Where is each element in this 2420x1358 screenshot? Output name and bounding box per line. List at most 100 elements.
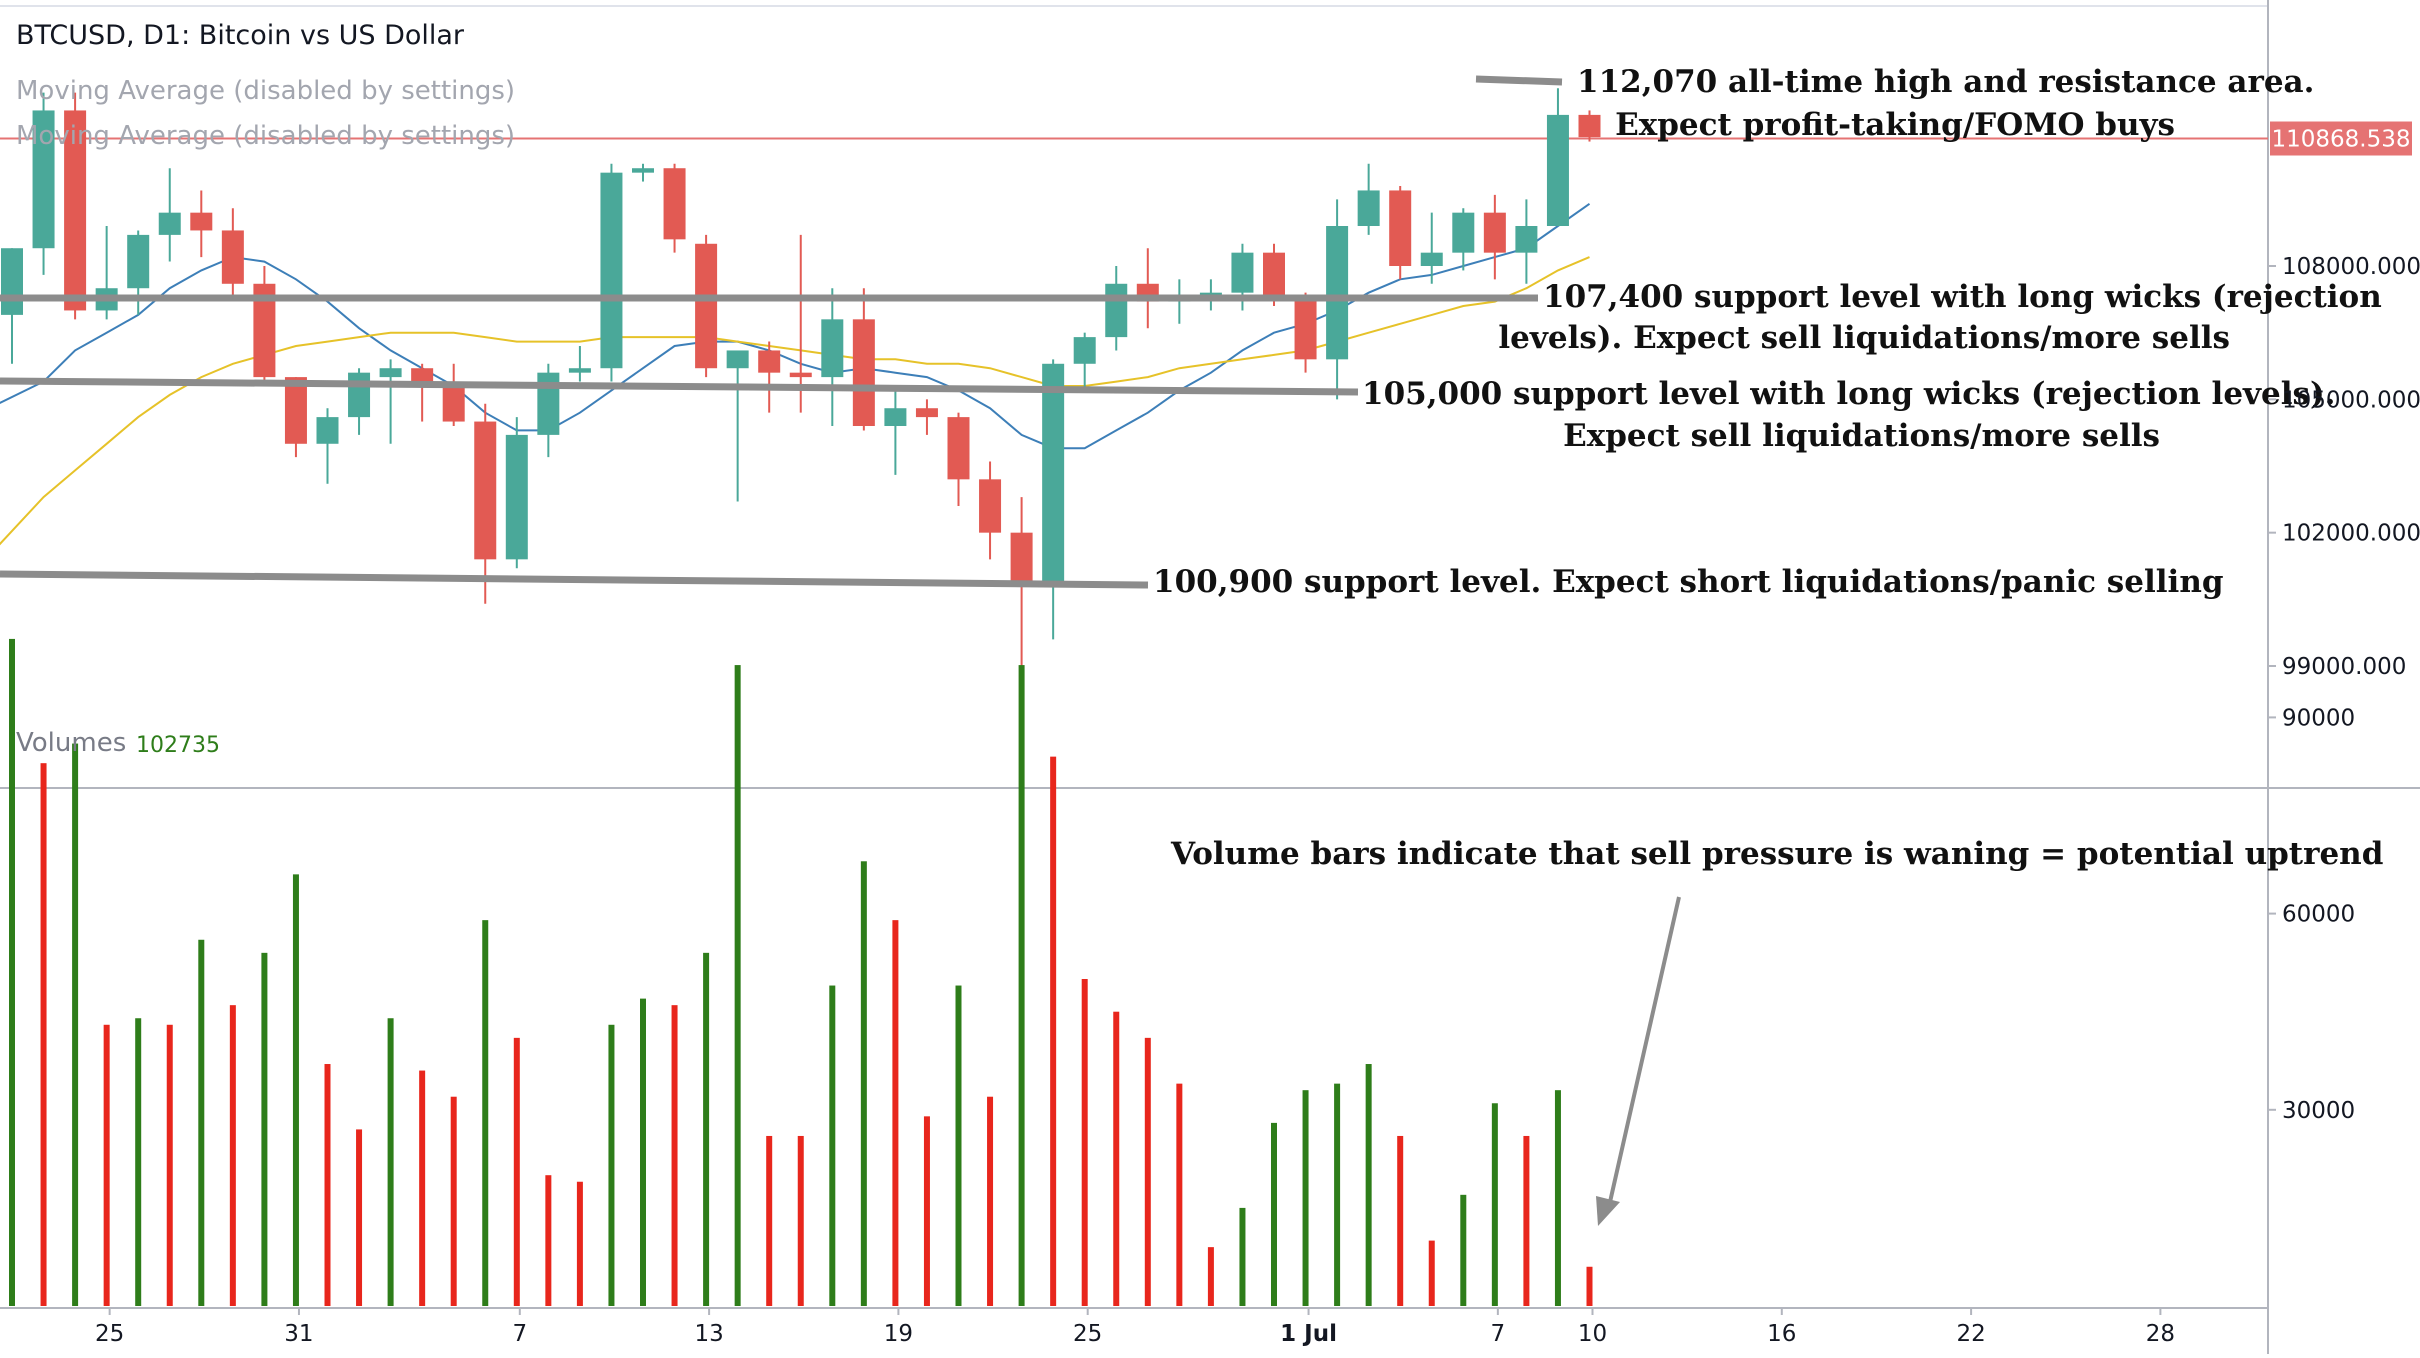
candle-body: [1042, 363, 1065, 586]
volume-bar: [797, 1135, 804, 1306]
candle: [1294, 292, 1317, 373]
candle: [568, 346, 591, 382]
candle: [316, 408, 339, 484]
volume-bar: [1239, 1207, 1246, 1306]
candle: [1168, 279, 1191, 324]
volume-bar: [671, 1005, 678, 1306]
candle-body: [852, 319, 875, 426]
candle: [505, 417, 528, 569]
candle: [221, 208, 244, 298]
annotation-105000-line1: 105,000 support level with long wicks (r…: [1362, 376, 2335, 412]
candle: [127, 230, 150, 315]
candle-body: [127, 234, 150, 289]
volume-bar: [166, 1024, 173, 1306]
candle-body: [1010, 532, 1033, 586]
moving-average-legend-1[interactable]: Moving Average (disabled by settings): [16, 76, 516, 106]
volume-bar: [1334, 1083, 1341, 1306]
current-price-tag: [2270, 121, 2412, 156]
volume-bar: [1460, 1194, 1467, 1306]
candle-body: [758, 350, 781, 373]
candle-body: [1483, 212, 1506, 253]
annotation-ath-line1: 112,070 all-time high and resistance are…: [1577, 64, 2314, 100]
candle-body: [190, 212, 213, 231]
time-axis-tick-label: 10: [1578, 1321, 1607, 1347]
candle-body: [915, 408, 938, 418]
moving-average-legend-2[interactable]: Moving Average (disabled by settings): [16, 121, 516, 151]
candle: [1515, 199, 1538, 284]
time-axis-tick-label: 7: [1491, 1321, 1506, 1347]
candle-body: [568, 368, 591, 373]
support-line-105000: [0, 377, 1359, 396]
time-axis-tick-label: 28: [2146, 1321, 2175, 1347]
candle-body: [1420, 252, 1443, 266]
volume-bar: [1554, 1090, 1561, 1306]
time-axis-tick-label: 16: [1767, 1321, 1796, 1347]
candle: [1105, 266, 1128, 351]
volume-axis-tick-label: 60000: [2282, 902, 2355, 928]
candle: [348, 368, 371, 435]
current-price-value: 110868.538: [2271, 127, 2410, 153]
volume-bar: [923, 1116, 930, 1306]
candle-body: [726, 350, 749, 369]
volume-bar: [1018, 665, 1025, 1306]
candle-body: [1357, 190, 1380, 226]
price-axis-tick-label: 105000.000: [2282, 387, 2420, 413]
time-axis-tick-label: 31: [284, 1321, 313, 1347]
level-lines: [0, 75, 1563, 589]
volume-bar: [955, 985, 962, 1306]
candle: [32, 92, 55, 275]
volume-bar: [1207, 1247, 1214, 1306]
price-axis-tick-label: 99000.000: [2282, 654, 2406, 680]
candle-body: [1578, 114, 1601, 138]
annotation-105000-line2: Expect sell liquidations/more sells: [1563, 418, 2160, 454]
volume-bar: [229, 1005, 236, 1306]
annotation-arrowhead: [1596, 1196, 1620, 1226]
volume-bar: [261, 952, 268, 1306]
candle-body: [474, 421, 497, 560]
volume-bar: [1491, 1103, 1498, 1306]
candle: [884, 386, 907, 475]
candle: [1389, 186, 1412, 280]
volume-bar: [135, 1018, 142, 1306]
time-axis-tick-label: 25: [95, 1321, 124, 1347]
symbol-title[interactable]: BTCUSD, D1: Bitcoin vs US Dollar: [16, 20, 465, 51]
time-axis-tick-label: 1 Jul: [1280, 1321, 1337, 1347]
volume-bar: [198, 939, 205, 1306]
candle: [379, 359, 402, 444]
candle-body: [1452, 212, 1475, 253]
candle: [852, 288, 875, 431]
candle: [915, 399, 938, 435]
candle-body: [979, 479, 1002, 533]
candle-body: [1073, 337, 1096, 364]
candle-body: [1294, 297, 1317, 360]
annotations: 112,070 all-time high and resistance are…: [1153, 64, 2383, 1226]
volume-bar: [292, 874, 299, 1306]
candle: [695, 234, 718, 378]
volumes-legend-label[interactable]: Volumes: [16, 728, 127, 758]
candle-body: [695, 243, 718, 369]
candle-body: [884, 408, 907, 426]
volume-bar: [1428, 1240, 1435, 1306]
volume-bars: [9, 638, 1593, 1306]
candle: [1452, 208, 1475, 271]
volume-bar: [1523, 1135, 1530, 1306]
candle-body: [284, 377, 307, 444]
volume-bar: [892, 920, 899, 1306]
volume-bar: [1113, 1011, 1120, 1306]
time-axis-tick-label: 19: [884, 1321, 913, 1347]
support-line-100900: [0, 570, 1149, 589]
candle-body: [632, 168, 654, 173]
volume-bar: [1144, 1037, 1151, 1306]
candle-body: [1105, 283, 1128, 338]
candle: [663, 163, 686, 253]
candle: [537, 363, 560, 458]
candle-body: [379, 368, 402, 378]
candle-body: [1326, 226, 1349, 360]
candle: [1357, 163, 1380, 235]
candle: [442, 363, 465, 426]
candle: [474, 403, 497, 604]
candle-body: [1389, 190, 1412, 266]
candle: [253, 266, 276, 386]
